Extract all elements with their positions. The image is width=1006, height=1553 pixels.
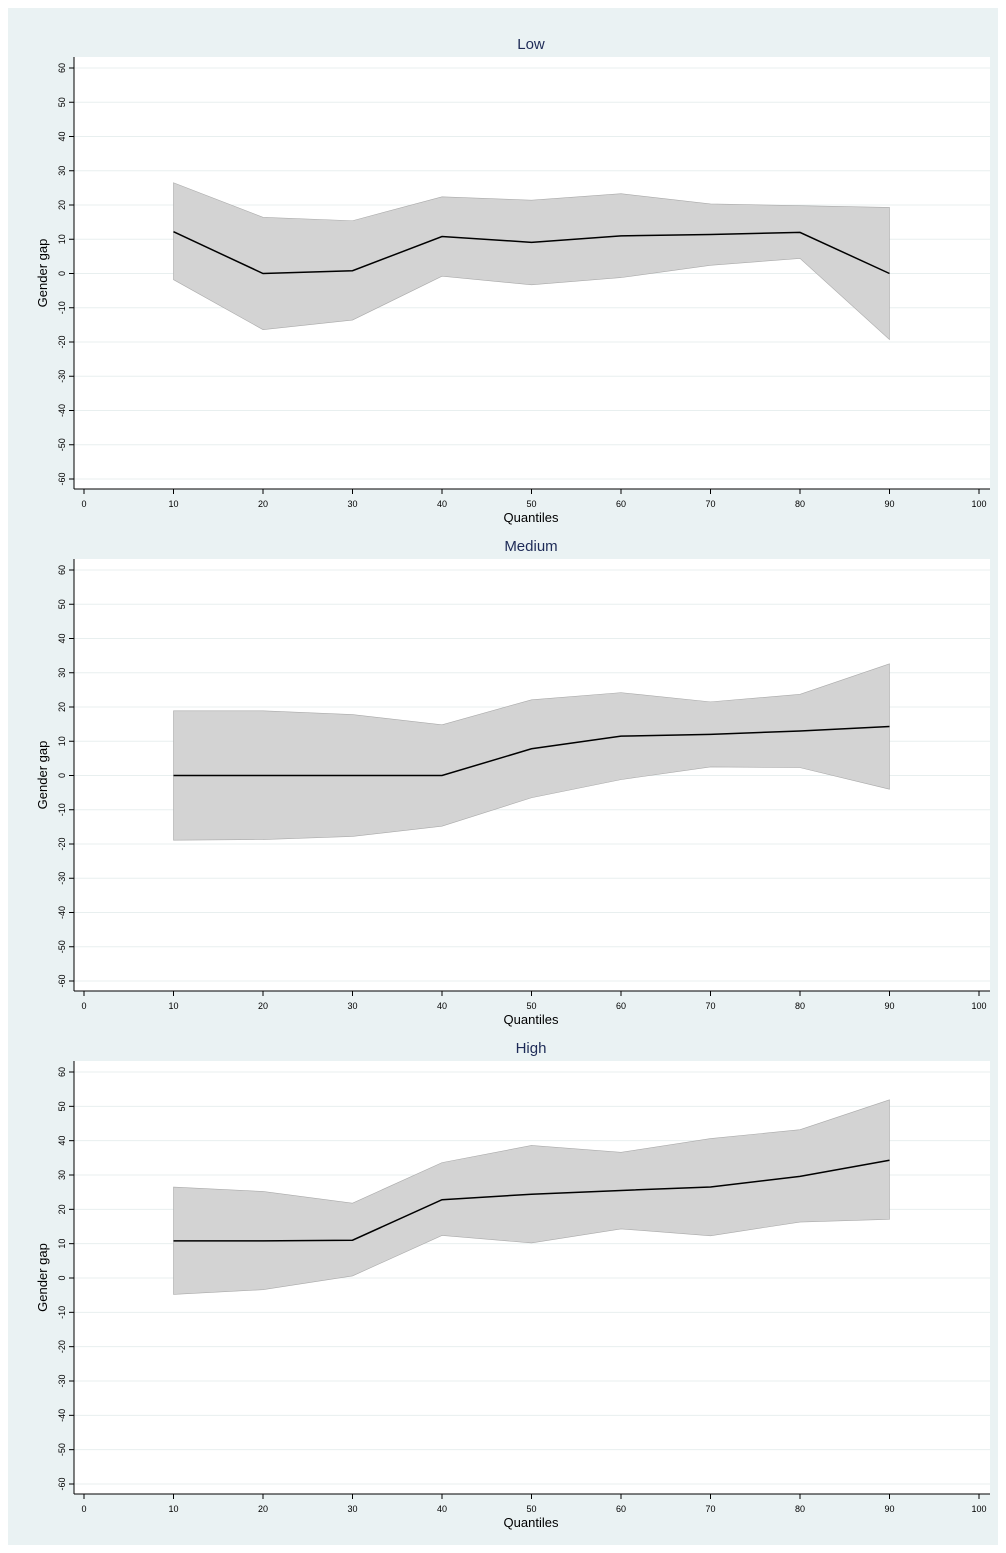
- x-axis-title: Quantiles: [504, 1515, 559, 1530]
- x-tick-label: 100: [971, 1001, 986, 1011]
- y-tick-label: 40: [57, 1136, 67, 1146]
- y-tick-label: -10: [57, 1306, 67, 1319]
- x-tick-label: 80: [795, 499, 805, 509]
- x-tick-label: 90: [884, 1001, 894, 1011]
- x-tick-label: 10: [168, 1001, 178, 1011]
- y-axis-title: Gender gap: [35, 239, 50, 308]
- y-tick-label: 0: [57, 1275, 67, 1280]
- y-tick-label: 30: [57, 166, 67, 176]
- y-tick-label: 60: [57, 1067, 67, 1077]
- x-tick-label: 90: [884, 499, 894, 509]
- x-tick-label: 50: [526, 499, 536, 509]
- panel-title: Medium: [504, 538, 557, 555]
- x-tick-label: 60: [616, 1504, 626, 1514]
- y-tick-label: 50: [57, 1101, 67, 1111]
- y-axis-title: Gender gap: [35, 1243, 50, 1312]
- y-tick-label: 60: [57, 63, 67, 73]
- y-tick-label: 30: [57, 1170, 67, 1180]
- x-tick-label: 40: [437, 1504, 447, 1514]
- panel-title: High: [516, 1040, 547, 1057]
- x-tick-label: 30: [347, 499, 357, 509]
- y-tick-label: 50: [57, 97, 67, 107]
- x-tick-label: 100: [971, 499, 986, 509]
- estimate-line: [173, 1159, 890, 1242]
- x-tick-label: 70: [705, 499, 715, 509]
- y-tick-label: 0: [57, 271, 67, 276]
- y-tick-label: -20: [57, 1340, 67, 1353]
- x-tick-label: 20: [258, 499, 268, 509]
- x-tick-label: 50: [526, 1001, 536, 1011]
- x-tick-label: 80: [795, 1001, 805, 1011]
- y-tick-label: 10: [57, 736, 67, 746]
- x-tick-label: 30: [347, 1504, 357, 1514]
- x-tick-label: 50: [526, 1504, 536, 1514]
- confidence-band: [173, 663, 890, 841]
- y-axis-title: Gender gap: [35, 741, 50, 810]
- y-tick-label: -40: [57, 906, 67, 919]
- y-tick-label: -30: [57, 872, 67, 885]
- y-tick-label: -40: [57, 1409, 67, 1422]
- y-tick-label: -20: [57, 837, 67, 850]
- y-tick-label: -20: [57, 335, 67, 348]
- x-tick-label: 70: [705, 1504, 715, 1514]
- y-tick-label: -30: [57, 370, 67, 383]
- y-tick-label: -50: [57, 940, 67, 953]
- x-tick-label: 10: [168, 1504, 178, 1514]
- x-tick-label: 20: [258, 1001, 268, 1011]
- y-tick-label: 20: [57, 702, 67, 712]
- confidence-band: [173, 1099, 890, 1295]
- y-tick-label: 60: [57, 565, 67, 575]
- estimate-line: [173, 231, 890, 275]
- x-tick-label: 40: [437, 499, 447, 509]
- y-tick-label: 50: [57, 599, 67, 609]
- x-tick-label: 80: [795, 1504, 805, 1514]
- y-tick-label: -10: [57, 301, 67, 314]
- y-tick-label: 20: [57, 200, 67, 210]
- estimate-line: [173, 725, 890, 777]
- x-tick-label: 40: [437, 1001, 447, 1011]
- x-axis-title: Quantiles: [504, 510, 559, 525]
- y-tick-label: -60: [57, 472, 67, 485]
- x-axis-title: Quantiles: [504, 1012, 559, 1027]
- x-tick-label: 0: [81, 1504, 86, 1514]
- x-tick-label: 20: [258, 1504, 268, 1514]
- x-tick-label: 60: [616, 1001, 626, 1011]
- x-tick-label: 70: [705, 1001, 715, 1011]
- x-tick-label: 0: [81, 499, 86, 509]
- y-tick-label: -60: [57, 974, 67, 987]
- x-tick-label: 30: [347, 1001, 357, 1011]
- x-tick-label: 60: [616, 499, 626, 509]
- y-tick-label: 40: [57, 131, 67, 141]
- panel-title: Low: [517, 36, 545, 53]
- confidence-band: [173, 182, 890, 341]
- y-tick-label: 10: [57, 1239, 67, 1249]
- y-tick-label: -10: [57, 803, 67, 816]
- y-tick-label: 30: [57, 668, 67, 678]
- y-tick-label: -40: [57, 404, 67, 417]
- y-tick-label: -30: [57, 1374, 67, 1387]
- x-tick-label: 0: [81, 1001, 86, 1011]
- y-tick-label: 40: [57, 633, 67, 643]
- y-tick-label: -50: [57, 438, 67, 451]
- y-tick-label: -50: [57, 1443, 67, 1456]
- y-tick-label: 10: [57, 234, 67, 244]
- x-tick-label: 90: [884, 1504, 894, 1514]
- x-tick-label: 10: [168, 499, 178, 509]
- y-tick-label: 20: [57, 1204, 67, 1214]
- y-tick-label: 0: [57, 773, 67, 778]
- y-tick-label: -60: [57, 1477, 67, 1490]
- x-tick-label: 100: [971, 1504, 986, 1514]
